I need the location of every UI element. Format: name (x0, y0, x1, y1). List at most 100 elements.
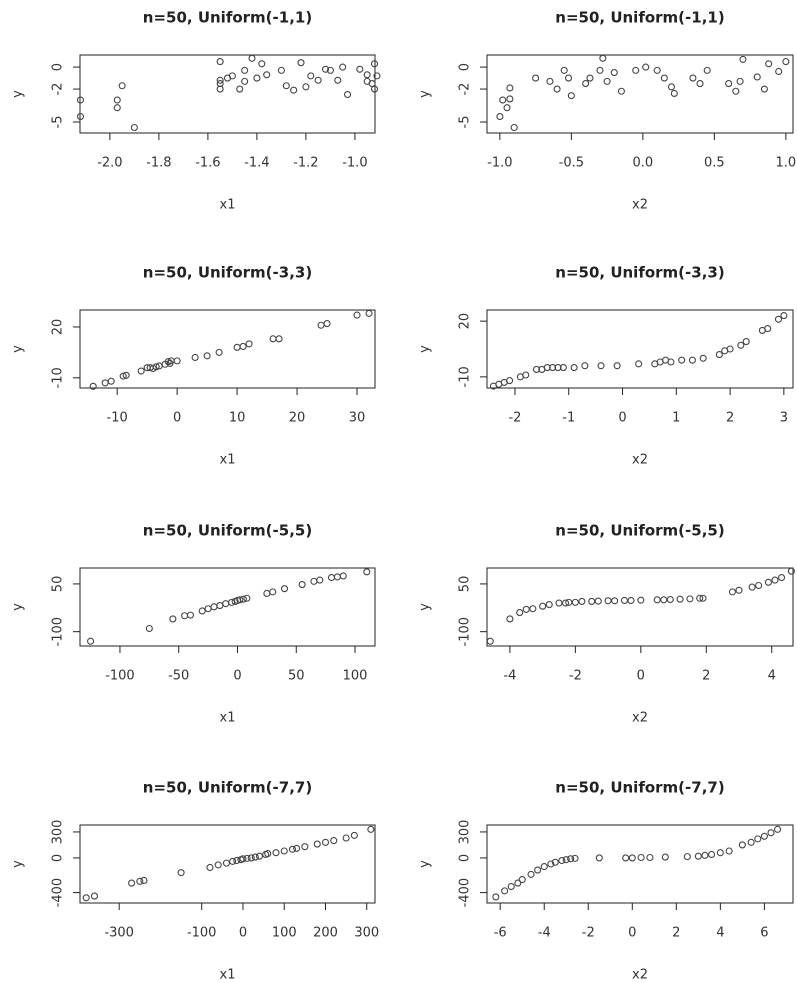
point (230, 858, 236, 864)
point (726, 848, 732, 854)
point (497, 114, 503, 120)
x-tick-label: 2 (672, 926, 680, 941)
point (654, 67, 660, 73)
point (317, 577, 323, 583)
point (704, 67, 710, 73)
point (174, 358, 180, 364)
x-tick-label: 2 (726, 411, 734, 426)
point (282, 586, 288, 592)
x-axis-label: x2 (632, 453, 648, 468)
point (597, 67, 603, 73)
point (242, 67, 248, 73)
point (114, 97, 120, 103)
point (572, 599, 578, 605)
plot-frame (487, 825, 793, 903)
y-tick-label: -10 (458, 366, 473, 387)
point (695, 853, 701, 859)
x-axis-label: x2 (632, 968, 648, 983)
point (289, 846, 295, 852)
point (351, 832, 357, 838)
point (679, 357, 685, 363)
x-axis-label: x1 (220, 453, 236, 468)
point (618, 88, 624, 94)
chart-title: n=50, Uniform(-5,5) (143, 522, 312, 540)
x-tick-label: -100 (187, 926, 217, 941)
point (507, 378, 513, 384)
x-tick-label: -100 (105, 669, 135, 684)
point (487, 638, 493, 644)
point (737, 78, 743, 84)
point (88, 638, 94, 644)
y-axis-label: y (418, 860, 433, 868)
y-axis-label: y (418, 345, 433, 353)
chart-title: n=50, Uniform(-1,1) (143, 9, 312, 27)
point (315, 77, 321, 83)
point (217, 59, 223, 65)
x-tick-label: 0.0 (633, 156, 654, 171)
point (215, 862, 221, 868)
x-tick-label: -4 (503, 669, 516, 684)
point (749, 584, 755, 590)
point (234, 858, 240, 864)
x-axis-label: x1 (220, 711, 236, 726)
x-tick-label: -10 (107, 411, 128, 426)
x-axis-label: x1 (220, 968, 236, 983)
point (252, 854, 258, 860)
point (556, 600, 562, 606)
point (579, 598, 585, 604)
point (511, 125, 517, 131)
point (340, 64, 346, 70)
point (589, 598, 595, 604)
chart-title: n=50, Uniform(-7,7) (555, 779, 724, 797)
y-tick-label: 50 (51, 576, 66, 593)
x-tick-label: 3 (780, 411, 788, 426)
y-tick-label: -100 (458, 617, 473, 647)
y-axis-label: y (11, 90, 26, 98)
point (278, 67, 284, 73)
point (729, 589, 735, 595)
point (605, 598, 611, 604)
chart-title: n=50, Uniform(-7,7) (143, 779, 312, 797)
point (546, 602, 552, 608)
point (114, 105, 120, 111)
point (303, 84, 309, 90)
x-tick-label: -2.0 (97, 156, 122, 171)
point (561, 67, 567, 73)
point (229, 73, 235, 79)
point (270, 589, 276, 595)
point (364, 72, 370, 78)
point (283, 83, 289, 89)
point (621, 597, 627, 603)
point (754, 74, 760, 80)
point (541, 864, 547, 870)
plot-frame (80, 568, 375, 646)
point (709, 851, 715, 857)
point (507, 616, 513, 622)
point (354, 312, 360, 318)
point (249, 55, 255, 61)
point (755, 836, 761, 842)
point (187, 612, 193, 618)
x-tick-label: 0 (233, 669, 241, 684)
point (199, 608, 205, 614)
point (768, 830, 774, 836)
x-tick-label: -1.4 (244, 156, 269, 171)
y-axis-label: y (418, 603, 433, 611)
plot-frame (487, 310, 793, 388)
point (528, 871, 534, 877)
point (689, 357, 695, 363)
x-axis-label: x2 (632, 711, 648, 726)
x-tick-label: -2 (569, 669, 582, 684)
point (366, 310, 372, 316)
x-tick-label: 30 (349, 411, 366, 426)
point (264, 72, 270, 78)
point (256, 853, 262, 859)
point (690, 75, 696, 81)
point (141, 877, 147, 883)
point (364, 569, 370, 575)
point (717, 850, 723, 856)
point (600, 55, 606, 61)
y-tick-label: 50 (458, 576, 473, 593)
point (223, 601, 229, 607)
y-tick-label: 0 (51, 854, 66, 862)
